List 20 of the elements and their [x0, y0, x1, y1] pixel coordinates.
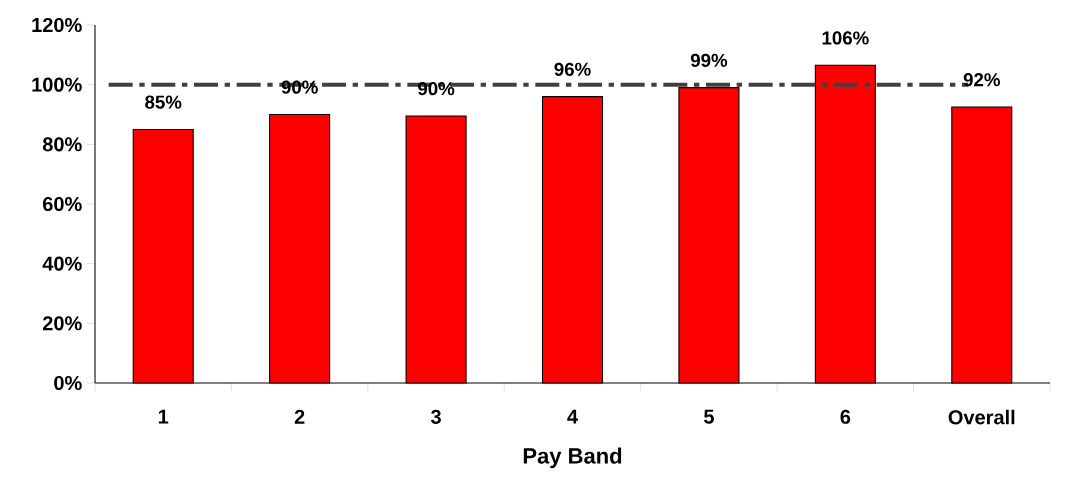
y-tick-label: 100% [32, 77, 82, 92]
data-label: 106% [822, 31, 869, 45]
x-tick-label: 3 [430, 409, 441, 424]
y-tick-label: 20% [42, 316, 82, 331]
data-label: 85% [145, 95, 182, 109]
data-label: 92% [963, 73, 1000, 87]
x-tick-label: 5 [703, 409, 714, 424]
x-tick-label: 4 [567, 409, 578, 424]
y-tick-label: 60% [42, 196, 82, 212]
data-label: 99% [690, 53, 728, 67]
y-tick-label: 0% [54, 375, 82, 391]
data-label: 96% [554, 62, 591, 76]
x-axis-title: Pay Band [523, 447, 622, 469]
x-tick-label: 1 [158, 409, 169, 424]
y-tick-label: 40% [42, 256, 82, 271]
x-tick-label: Overall [948, 409, 1015, 425]
y-tick-label: 80% [42, 137, 82, 152]
x-tick-label: 2 [294, 409, 305, 424]
y-tick-label: 120% [32, 17, 82, 33]
x-tick-label: 6 [840, 409, 851, 424]
